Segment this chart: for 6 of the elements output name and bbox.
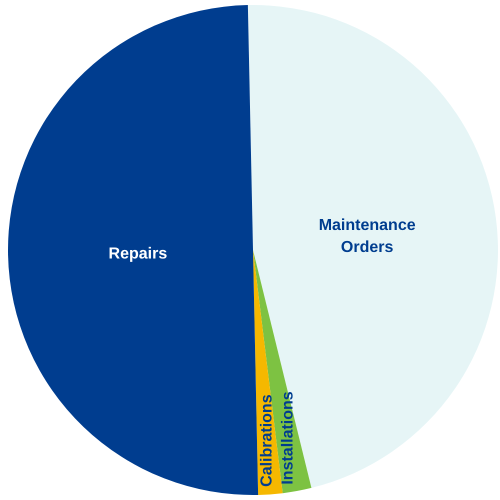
pie-slice <box>8 5 258 495</box>
slice-label: Installations <box>279 391 296 485</box>
slice-label: Calibrations <box>258 394 276 487</box>
pie-slice <box>248 5 498 488</box>
slice-label: Repairs <box>108 245 168 262</box>
slice-label: Maintenance Orders <box>318 216 416 256</box>
